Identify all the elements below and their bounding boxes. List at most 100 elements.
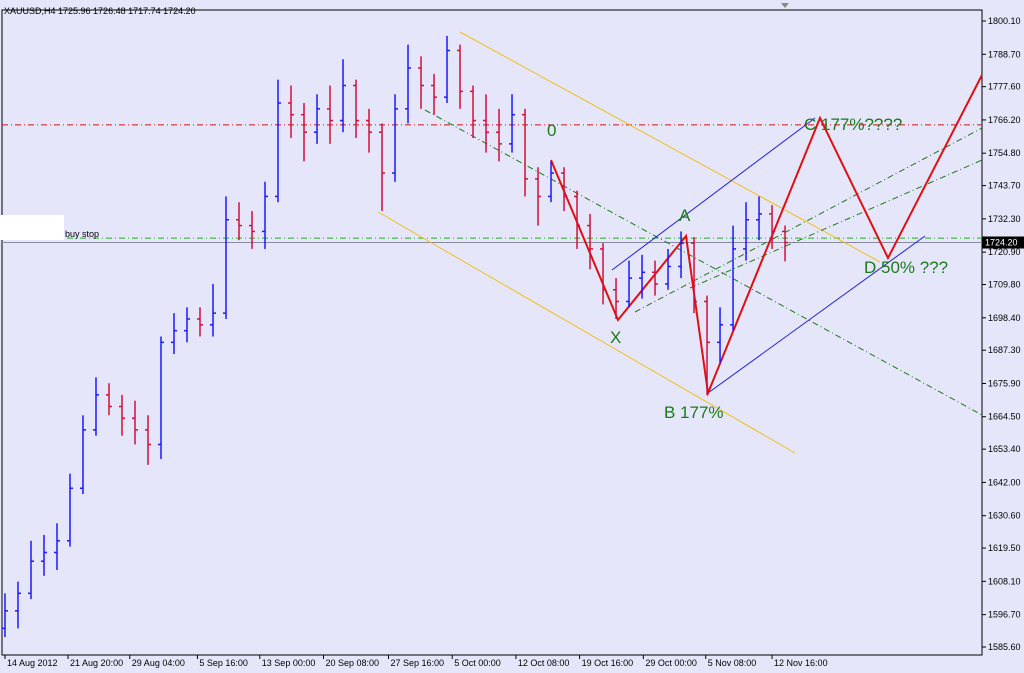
- last-price-box: [982, 236, 1024, 249]
- channel-line: [707, 235, 926, 394]
- ohlc-bar: [262, 181, 269, 249]
- x-tick-label: 29 Oct 00:00: [645, 658, 697, 668]
- ohlc-bar: [769, 205, 776, 249]
- y-tick-label: 1596.70: [988, 610, 1021, 620]
- buy-stop-label: buy stop: [65, 229, 99, 239]
- ohlc-bar: [314, 94, 321, 144]
- ohlc-bar: [535, 167, 542, 226]
- y-tick-label: 1630.60: [988, 511, 1021, 521]
- ohlc-bar: [379, 123, 386, 211]
- ohlc-bar: [730, 225, 737, 331]
- ohlc-bar: [522, 108, 529, 197]
- y-tick-label: 1777.60: [988, 82, 1021, 92]
- ohlc-bar: [223, 196, 230, 319]
- annotation: 0: [547, 121, 556, 140]
- annotation: B 177%: [664, 403, 724, 422]
- ohlc-bar: [40, 534, 47, 576]
- ohlc-bar: [457, 44, 464, 109]
- y-tick-label: 1720.90: [988, 247, 1021, 257]
- ohlc-bar: [444, 35, 451, 104]
- ohlc-bar: [587, 213, 594, 270]
- ohlc-bar: [639, 254, 646, 299]
- ohlc-bar: [548, 161, 555, 203]
- x-tick-label: 5 Nov 08:00: [708, 658, 757, 668]
- ohlc-bar: [704, 295, 711, 395]
- y-tick-label: 1754.80: [988, 148, 1021, 158]
- ohlc-bar: [652, 260, 659, 296]
- y-tick-label: 1619.50: [988, 543, 1021, 553]
- x-tick-label: 5 Oct 00:00: [454, 658, 501, 668]
- ohlc-bar: [184, 307, 191, 343]
- ohlc-bar: [613, 278, 620, 319]
- annotation: D 50% ???: [864, 258, 948, 277]
- x-tick-label: 21 Aug 20:00: [70, 658, 123, 668]
- y-tick-label: 1709.80: [988, 280, 1021, 290]
- ohlc-bar: [470, 85, 477, 139]
- trend-line: [689, 159, 983, 289]
- y-tick-label: 1698.40: [988, 313, 1021, 323]
- ohlc-bar: [66, 473, 73, 547]
- ohlc-bar: [171, 313, 178, 354]
- channel-line: [377, 211, 796, 454]
- ohlc-bar: [79, 415, 86, 495]
- x-tick-label: 13 Sep 00:00: [262, 658, 316, 668]
- ohlc-bar: [782, 225, 789, 262]
- x-tick-label: 12 Oct 08:00: [518, 658, 570, 668]
- annotation: X: [610, 328, 621, 347]
- ohlc-bar: [353, 79, 360, 139]
- ohlc-bar: [496, 108, 503, 162]
- ohlc-bar: [157, 336, 164, 460]
- drawings: [377, 31, 983, 454]
- y-tick-label: 1585.60: [988, 642, 1021, 652]
- y-tick-label: 1653.40: [988, 444, 1021, 454]
- ohlc-bar: [678, 231, 685, 279]
- x-tick-label: 19 Oct 16:00: [582, 658, 634, 668]
- ohlc-bar: [392, 94, 399, 182]
- ohlc-bar: [105, 383, 112, 416]
- channel-line: [459, 31, 881, 263]
- ohlc-bar: [756, 196, 763, 241]
- annotation: A: [679, 206, 691, 225]
- ohlc-bar: [14, 581, 21, 629]
- y-tick-label: 1664.50: [988, 412, 1021, 422]
- y-tick-label: 1675.90: [988, 378, 1021, 388]
- ohlc-bar: [210, 283, 217, 337]
- ohlc-bar: [431, 73, 438, 115]
- ohlc-bar: [301, 103, 308, 162]
- x-tick-label: 14 Aug 2012: [7, 658, 58, 668]
- plot-frame: [1, 9, 983, 656]
- channel-line: [611, 117, 816, 271]
- y-tick-label: 1743.70: [988, 181, 1021, 191]
- ohlc-bar: [275, 79, 282, 203]
- ohlc-bar: [197, 307, 204, 337]
- ohlc-bar: [1, 593, 8, 638]
- x-tick-label: 20 Sep 08:00: [326, 658, 380, 668]
- y-tick-label: 1800.10: [988, 16, 1021, 26]
- ohlc-bar: [691, 237, 698, 314]
- ohlc-bar: [717, 307, 724, 363]
- y-tick-label: 1642.00: [988, 477, 1021, 487]
- ohlc-bar: [561, 167, 568, 211]
- last-price-label: 1724.20: [985, 238, 1018, 248]
- ohlc-bar: [27, 540, 34, 600]
- ohlc-bar: [236, 202, 243, 241]
- ohlc-bar: [144, 415, 151, 465]
- ohlc-bar: [626, 260, 633, 308]
- x-tick-label: 27 Sep 16:00: [391, 658, 445, 668]
- ohlc-bar: [118, 394, 125, 436]
- ohlc-bar: [600, 243, 607, 305]
- y-tick-label: 1732.30: [988, 214, 1021, 224]
- ohlc-bar: [574, 190, 581, 249]
- y-tick-label: 1766.20: [988, 115, 1021, 125]
- annotation: C 177%????: [804, 115, 902, 134]
- ohlc-bar: [743, 202, 750, 261]
- ohlc-bar: [340, 59, 347, 133]
- ohlc-bar: [327, 85, 334, 144]
- blank-box: [0, 215, 64, 240]
- ohlc-bar: [53, 523, 60, 570]
- ohlc-bar: [483, 94, 490, 153]
- ohlc-bar: [366, 108, 373, 153]
- ohlc-bar: [665, 248, 672, 290]
